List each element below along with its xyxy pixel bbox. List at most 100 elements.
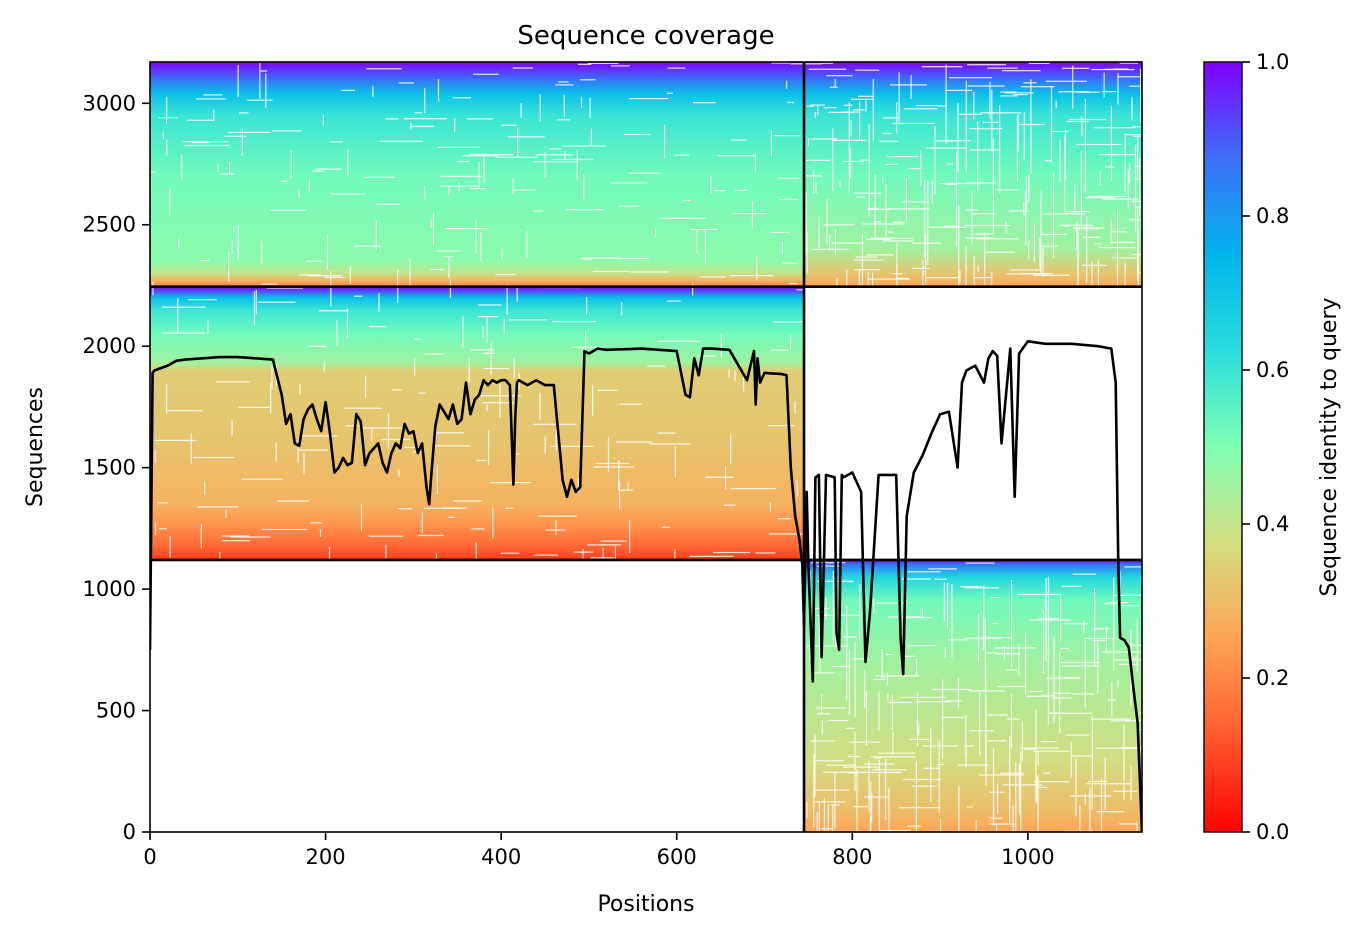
coverage-gap <box>581 257 622 259</box>
coverage-gap <box>975 233 995 235</box>
coverage-gap <box>699 276 726 278</box>
coverage-gap <box>308 345 327 347</box>
coverage-gap <box>354 295 363 297</box>
coverage-gap <box>449 279 451 298</box>
coverage-gap <box>868 761 870 812</box>
coverage-gap <box>583 174 585 201</box>
coverage-gap <box>231 240 233 255</box>
coverage-gap <box>271 365 273 389</box>
coverage-gap <box>996 783 999 814</box>
coverage-gap <box>831 665 851 668</box>
coverage-gap <box>693 102 716 104</box>
coverage-gap <box>877 752 916 754</box>
coverage-gap <box>843 766 879 768</box>
coverage-gap <box>1052 697 1072 699</box>
coverage-gap <box>968 690 1005 692</box>
coverage-gap <box>1124 262 1126 352</box>
coverage-gap <box>444 256 454 258</box>
colorbar-tick-label: 1.0 <box>1256 50 1289 74</box>
coverage-gap <box>816 811 818 832</box>
coverage-gap <box>555 429 557 451</box>
coverage-gap <box>1113 577 1115 672</box>
coverage-gap <box>957 677 959 708</box>
coverage-gap <box>873 597 875 614</box>
coverage-gap <box>648 443 691 445</box>
coverage-gap <box>1104 603 1118 605</box>
coverage-gap <box>714 190 727 192</box>
coverage-gap <box>790 335 792 350</box>
coverage-gap <box>307 275 343 277</box>
coverage-gap <box>866 238 891 240</box>
coverage-gap <box>965 743 967 768</box>
coverage-gap <box>223 135 247 137</box>
coverage-gap <box>769 502 771 512</box>
coverage-gap <box>277 500 309 502</box>
coverage-gap <box>975 238 1019 240</box>
coverage-gap <box>945 163 953 165</box>
coverage-gap <box>883 132 892 135</box>
coverage-gap <box>957 103 959 173</box>
coverage-gap <box>580 258 592 260</box>
coverage-gap <box>267 287 303 289</box>
coverage-gap <box>336 320 338 347</box>
coverage-gap <box>495 156 538 158</box>
coverage-gap <box>328 546 331 562</box>
coverage-gap <box>705 476 734 478</box>
coverage-gap <box>1000 95 1018 97</box>
coverage-gap <box>533 210 544 212</box>
coverage-gap <box>471 528 485 530</box>
coverage-gap <box>987 740 1007 742</box>
coverage-gap <box>1042 609 1045 674</box>
coverage-gap <box>1017 593 1062 596</box>
coverage-gap <box>943 581 945 621</box>
coverage-gap <box>983 585 985 651</box>
coverage-gap <box>436 464 438 494</box>
coverage-gap <box>593 466 634 468</box>
coverage-gap <box>188 299 217 301</box>
coverage-gap <box>1111 257 1139 259</box>
coverage-gap <box>621 302 623 316</box>
coverage-gap <box>670 217 706 219</box>
coverage-gap <box>892 273 903 275</box>
coverage-gap <box>1124 719 1131 722</box>
coverage-gap <box>850 148 852 179</box>
coverage-gap <box>312 170 324 172</box>
coverage-gap <box>859 101 861 141</box>
coverage-gap <box>821 62 834 64</box>
coverage-gap <box>1128 219 1142 221</box>
coverage-gap <box>1039 245 1058 247</box>
colorbar-tick-label: 0.2 <box>1256 666 1289 690</box>
coverage-gap <box>985 652 998 654</box>
coverage-gap <box>973 255 975 293</box>
coverage-gap <box>1071 755 1093 757</box>
coverage-gap <box>1002 784 1043 786</box>
coverage-gap <box>475 395 522 397</box>
coverage-gap <box>987 67 1018 69</box>
colorbar <box>1203 61 1243 833</box>
coverage-gap <box>815 182 817 194</box>
coverage-gap <box>280 180 288 182</box>
coverage-gap <box>878 759 880 832</box>
coverage-gap <box>743 371 745 392</box>
coverage-gap <box>888 787 890 832</box>
coverage-gap <box>1063 211 1091 213</box>
coverage-gap <box>834 228 836 255</box>
coverage-gap <box>375 220 377 251</box>
coverage-gap <box>557 119 570 121</box>
coverage-gap <box>478 316 498 318</box>
coverage-gap <box>512 67 533 69</box>
coverage-gap <box>1004 92 1034 94</box>
coverage-gap <box>424 87 426 114</box>
coverage-gap <box>810 104 825 106</box>
coverage-gap <box>814 789 850 791</box>
coverage-gap <box>778 198 799 201</box>
coverage-gap <box>610 65 630 67</box>
coverage-gap <box>891 694 893 730</box>
coverage-gap <box>777 177 800 179</box>
coverage-gap <box>423 507 459 509</box>
coverage-gap <box>589 97 591 119</box>
coverage-gap <box>682 200 691 202</box>
coverage-gap <box>1130 657 1138 659</box>
x-tick-label: 600 <box>657 845 697 869</box>
coverage-gap <box>629 520 631 554</box>
